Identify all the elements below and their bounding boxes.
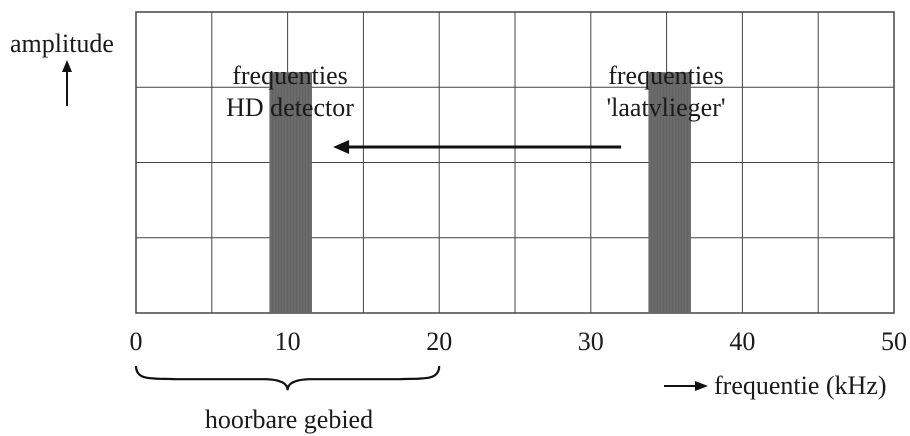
band-1-label-line2: HD detector	[226, 93, 354, 122]
grid	[135, 11, 895, 314]
audible-range-label: hoorbare gebied	[205, 405, 373, 434]
band-2-label-line1: frequenties	[608, 61, 724, 90]
x-tick-label: 30	[578, 327, 604, 356]
frequency-bands	[269, 72, 691, 313]
shift-arrow-group	[62, 60, 708, 391]
x-tick-label: 50	[881, 327, 907, 356]
band-2-label-line2: 'laatvlieger'	[606, 93, 725, 122]
x-tick-label: 0	[130, 327, 143, 356]
x-tick-label: 40	[729, 327, 755, 356]
x-tick-label: 20	[426, 327, 452, 356]
x-axis-label: frequentie (kHz)	[714, 371, 887, 400]
axes: 0 10 20 30 40 50	[130, 327, 907, 391]
shift-arrow-head	[333, 140, 350, 154]
frequency-arrow-head	[695, 381, 708, 391]
x-tick-label: 10	[275, 327, 301, 356]
audible-range-brace	[134, 365, 441, 391]
amplitude-arrow-head	[62, 60, 72, 72]
band-1-label-line1: frequenties	[232, 61, 348, 90]
y-axis-label: amplitude	[10, 29, 114, 58]
